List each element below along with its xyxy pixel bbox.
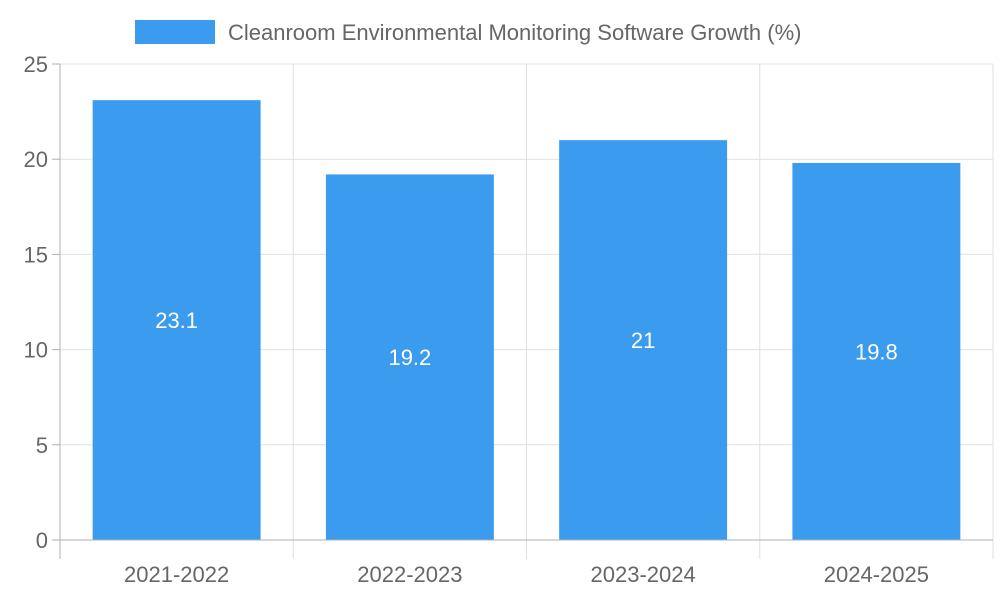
y-tick-label: 5 [36, 433, 48, 458]
bar[interactable] [792, 163, 961, 540]
x-tick-label: 2022-2023 [357, 562, 462, 587]
x-tick-label: 2021-2022 [124, 562, 229, 587]
y-tick-label: 10 [24, 338, 48, 363]
data-label: 19.2 [388, 345, 431, 370]
y-tick-label: 20 [24, 147, 48, 172]
bar[interactable] [325, 174, 494, 540]
y-tick-label: 15 [24, 242, 48, 267]
legend[interactable]: Cleanroom Environmental Monitoring Softw… [135, 20, 801, 45]
bar[interactable] [92, 100, 261, 541]
y-tick-label: 0 [36, 528, 48, 553]
data-label: 19.8 [855, 340, 898, 365]
bars: 23.1 19.2 21 19.8 [92, 100, 961, 541]
legend-swatch[interactable] [135, 20, 215, 44]
x-tick-label: 2024-2025 [824, 562, 929, 587]
legend-label[interactable]: Cleanroom Environmental Monitoring Softw… [228, 20, 801, 45]
bar[interactable] [559, 140, 728, 540]
data-label: 23.1 [155, 308, 198, 333]
x-axis-ticks: 2021-2022 2022-2023 2023-2024 2024-2025 [59, 540, 994, 587]
data-label: 21 [631, 328, 655, 353]
y-tick-label: 25 [24, 52, 48, 77]
x-tick-label: 2023-2024 [591, 562, 696, 587]
y-axis-ticks: 0 5 10 15 20 25 [24, 52, 60, 553]
